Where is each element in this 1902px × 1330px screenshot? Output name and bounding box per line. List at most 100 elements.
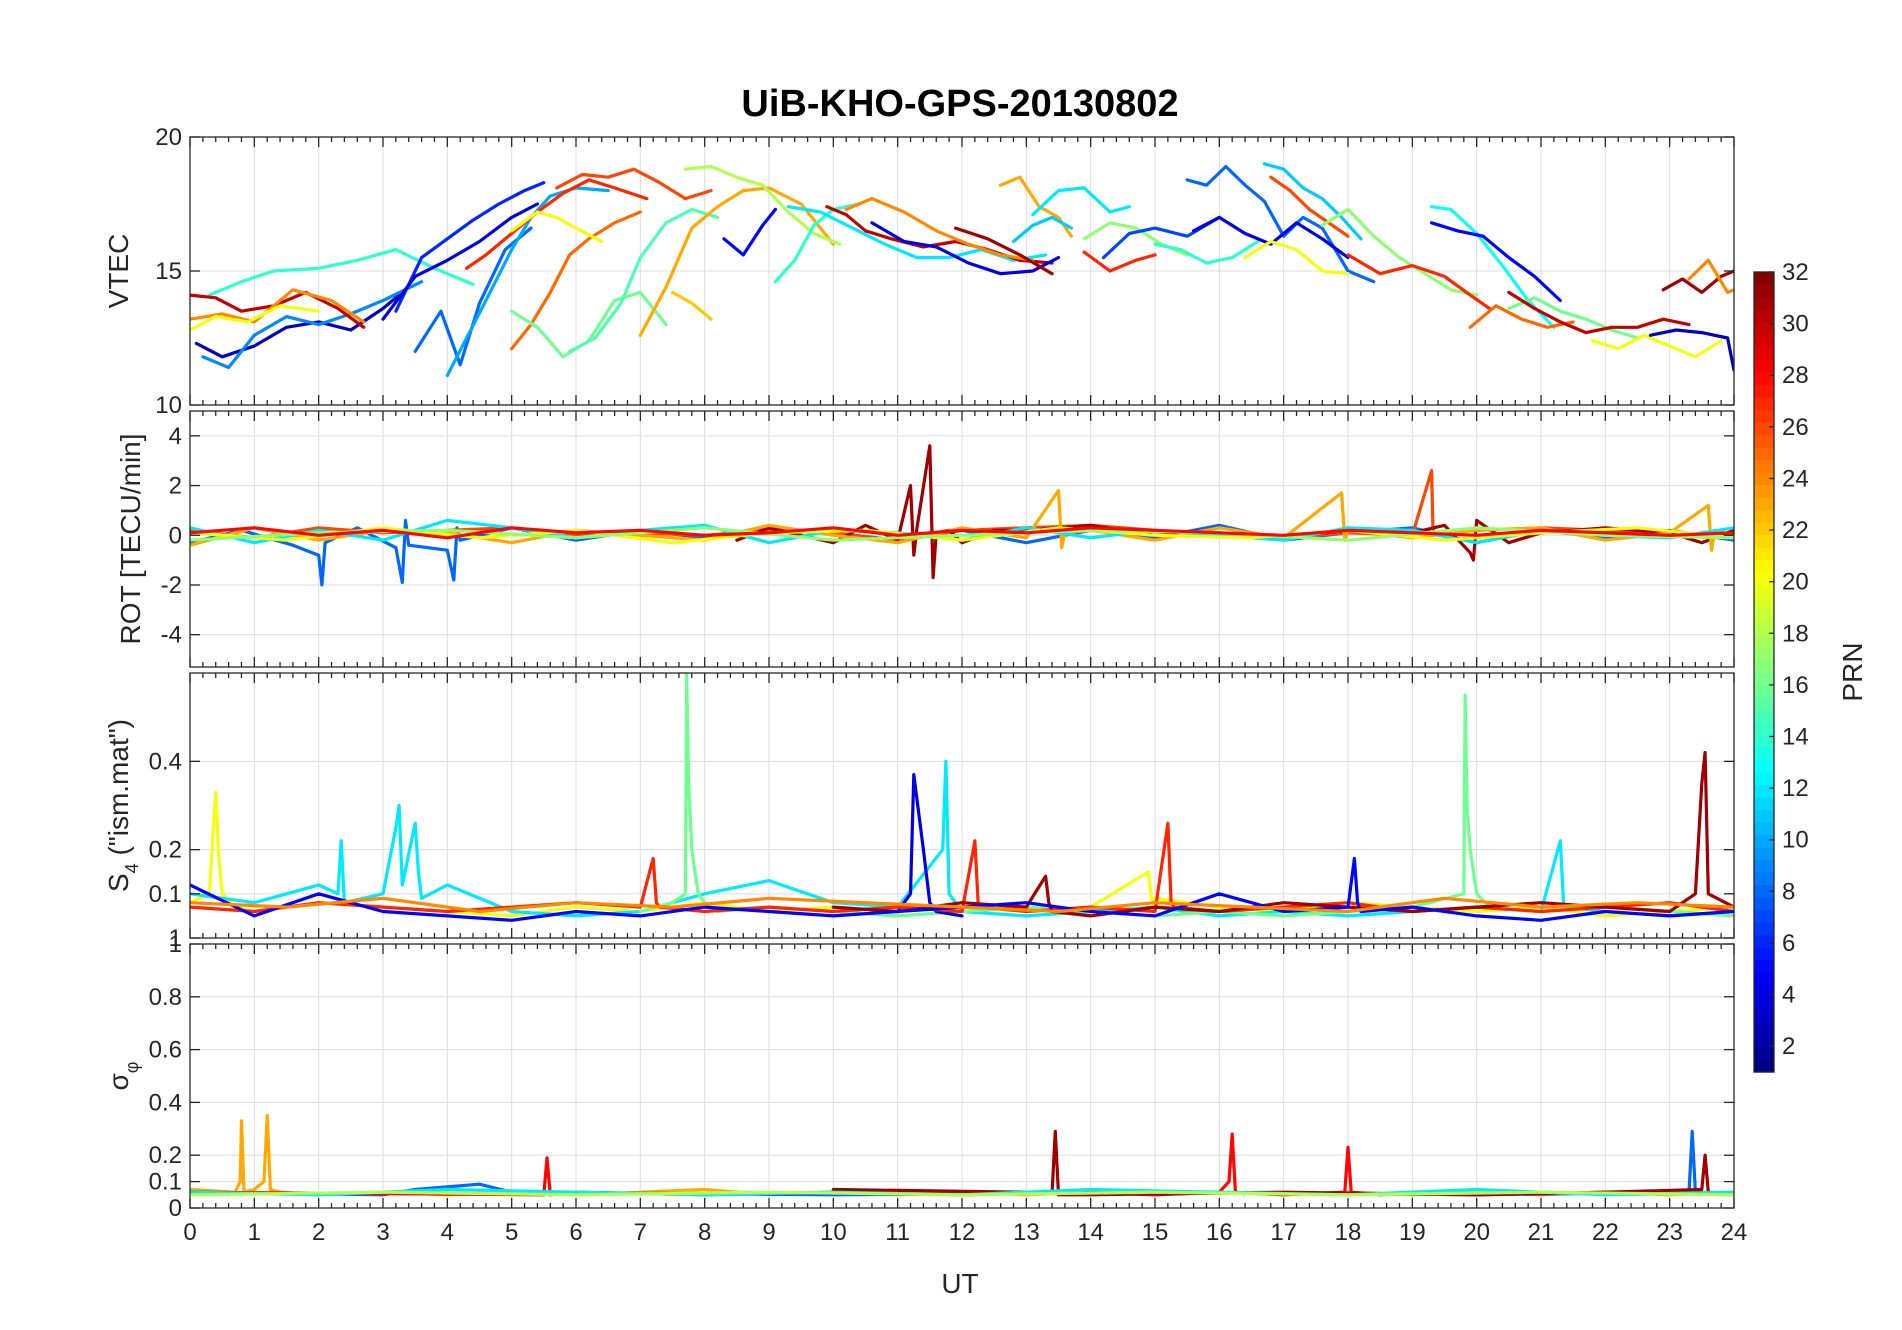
- colorbar-segment: [1754, 397, 1774, 411]
- prn-26-series: [1269, 175, 1350, 238]
- y-tick-label: 0.2: [149, 837, 182, 864]
- y-tick-label: 0.8: [149, 984, 182, 1011]
- colorbar-segment: [1754, 822, 1774, 836]
- colorbar-tick-label: 30: [1782, 311, 1809, 338]
- colorbar-segment: [1754, 359, 1774, 373]
- prn-4-series: [1192, 215, 1350, 260]
- prn-14-series: [773, 202, 861, 284]
- prn-3-series: [1648, 328, 1734, 372]
- colorbar-segment: [1754, 547, 1774, 561]
- prn-11-series: [1262, 162, 1363, 241]
- x-tick-label: 19: [1399, 1219, 1426, 1246]
- colorbar-tick-label: 24: [1782, 465, 1809, 492]
- colorbar-segment: [1754, 922, 1774, 936]
- colorbar-tick-label: 18: [1782, 620, 1809, 647]
- x-tick-label: 16: [1206, 1219, 1233, 1246]
- colorbar-tick-label: 4: [1782, 982, 1795, 1009]
- prn-20-series: [190, 526, 1734, 545]
- prn-18-series: [683, 164, 842, 246]
- x-tick-label: 1: [248, 1219, 261, 1246]
- y-tick-label: 0.1: [149, 881, 182, 908]
- colorbar-segment: [1754, 847, 1774, 861]
- colorbar-segment: [1754, 872, 1774, 886]
- colorbar-segment: [1754, 609, 1774, 623]
- colorbar-segment: [1754, 459, 1774, 473]
- colorbar-tick-label: 2: [1782, 1033, 1795, 1060]
- colorbar-segment: [1754, 272, 1774, 286]
- prn-5-series: [722, 207, 777, 257]
- colorbar-segment: [1754, 572, 1774, 586]
- colorbar-segment: [1754, 622, 1774, 636]
- colorbar-segment: [1754, 634, 1774, 648]
- prn-31-series: [831, 750, 1734, 918]
- x-tick-label: 2: [312, 1219, 325, 1246]
- colorbar-segment: [1754, 772, 1774, 786]
- y-tick-label: 0: [169, 522, 182, 549]
- x-tick-label: 5: [505, 1219, 518, 1246]
- colorbar-segment: [1754, 859, 1774, 873]
- colorbar-segment: [1754, 509, 1774, 523]
- colorbar-segment: [1754, 1059, 1774, 1073]
- colorbar-segment: [1754, 759, 1774, 773]
- prn-20-series: [190, 304, 321, 332]
- x-tick-label: 13: [1013, 1219, 1040, 1246]
- colorbar-tick-label: 6: [1782, 930, 1795, 957]
- x-tick-label: 14: [1077, 1219, 1104, 1246]
- x-tick-label: 18: [1335, 1219, 1362, 1246]
- colorbar-segment: [1754, 797, 1774, 811]
- colorbar-segment: [1754, 909, 1774, 923]
- colorbar-segment: [1754, 447, 1774, 461]
- colorbar-segment: [1754, 934, 1774, 948]
- colorbar-segment: [1754, 1009, 1774, 1023]
- x-axis-label: UT: [941, 1268, 978, 1299]
- prn-4-series: [381, 202, 539, 321]
- colorbar-segment: [1754, 1022, 1774, 1036]
- colorbar-tick-label: 26: [1782, 414, 1809, 441]
- prn-24-series: [190, 896, 1734, 914]
- x-tick-label: 12: [949, 1219, 976, 1246]
- chart-title: UiB-KHO-GPS-20130802: [741, 83, 1178, 125]
- colorbar-segment: [1754, 1047, 1774, 1061]
- colorbar-segment: [1754, 522, 1774, 536]
- colorbar-segment: [1754, 597, 1774, 611]
- y-axis-label: VTEC: [103, 234, 134, 309]
- x-tick-label: 21: [1528, 1219, 1555, 1246]
- colorbar-segment: [1754, 1034, 1774, 1048]
- y-tick-label: 4: [169, 423, 182, 450]
- prn-25-series: [1468, 304, 1575, 329]
- prn-13-series: [1430, 205, 1556, 329]
- colorbar-tick-label: 12: [1782, 775, 1809, 802]
- colorbar-segment: [1754, 697, 1774, 711]
- x-tick-label: 8: [698, 1219, 711, 1246]
- colorbar-segment: [1754, 959, 1774, 973]
- x-tick-label: 20: [1463, 1219, 1490, 1246]
- colorbar-segment: [1754, 284, 1774, 298]
- colorbar-segment: [1754, 984, 1774, 998]
- prn-6-series: [394, 181, 546, 313]
- colorbar-segment: [1754, 409, 1774, 423]
- prn-28-series: [190, 526, 1734, 540]
- colorbar-segment: [1754, 834, 1774, 848]
- prn-18-series: [190, 1190, 1734, 1197]
- y-tick-label: 1: [169, 925, 182, 952]
- colorbar-segment: [1754, 484, 1774, 498]
- y-tick-label: 0.4: [149, 748, 182, 775]
- colorbar-segment: [1754, 584, 1774, 598]
- colorbar-segment: [1754, 472, 1774, 486]
- prn-31-series: [954, 226, 1054, 276]
- y-tick-label: 1: [169, 931, 182, 958]
- x-tick-label: 10: [820, 1219, 847, 1246]
- colorbar-segment: [1754, 734, 1774, 748]
- prn-14-series: [1153, 239, 1260, 265]
- colorbar-tick-label: 14: [1782, 724, 1809, 751]
- x-tick-label: 22: [1592, 1219, 1619, 1246]
- colorbar-tick-label: 20: [1782, 569, 1809, 596]
- prn-31-series: [1661, 269, 1734, 294]
- colorbar-segment: [1754, 372, 1774, 386]
- colorbar-label: PRN: [1837, 642, 1868, 701]
- vtec-panel: 10 15 20 VTEC: [103, 124, 1735, 419]
- prn-27-series: [1346, 253, 1492, 311]
- colorbar-segment: [1754, 884, 1774, 898]
